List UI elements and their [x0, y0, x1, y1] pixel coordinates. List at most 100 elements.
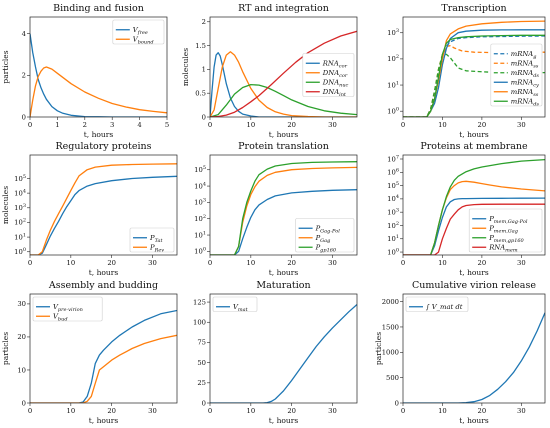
x-tick-label: 0 [208, 407, 212, 415]
legend-label: mRNAds [511, 69, 540, 79]
y-tick-label: 1 [202, 66, 206, 74]
y-tick-label: 2000 [382, 298, 399, 306]
y-axis-label: particles [1, 50, 10, 83]
x-tick-label: 20 [287, 259, 296, 267]
legend-label: mRNAg [511, 50, 537, 60]
chart-title: Binding and fusion [53, 3, 144, 14]
series-line-1 [30, 175, 177, 255]
x-tick-label: 4 [137, 121, 141, 129]
legend-label: mRNAcy [511, 79, 539, 89]
series-line-1 [30, 309, 177, 403]
y-tick-label: 102 [194, 214, 206, 223]
x-tick-label: 0 [208, 121, 212, 129]
x-tick-label: 30 [148, 259, 157, 267]
y-axis-label: particles [374, 332, 383, 365]
series-line-1 [210, 189, 357, 255]
y-axis-label: molecules [181, 48, 190, 86]
plot-frame [402, 293, 546, 404]
chart-panel-4: Regulatory proteins 0 10 20 30 100 101 102 103 10… [1, 141, 178, 277]
legend-label: ∫ V_mat dt [426, 303, 463, 311]
plot-frame [402, 154, 546, 256]
legend-label: RNAcor [322, 60, 348, 70]
y-tick-label: 100 [14, 247, 26, 256]
series-line-2 [30, 334, 177, 403]
y-tick-label: 20 [17, 333, 26, 341]
legend-label: DNAnuc [322, 79, 349, 89]
y-tick-label: 100 [194, 247, 206, 256]
plot-frame [29, 154, 178, 256]
y-tick-label: 100 [387, 106, 399, 115]
legend-label: RNAmem [488, 244, 518, 254]
chart-panel-7: Assembly and budding 0 10 20 30 0 10 20 30 t, hou… [1, 280, 178, 425]
legend-label: PRev [149, 244, 164, 254]
chart-title: Maturation [256, 280, 310, 291]
chart-panel-3: Transcription 0 10 20 30 100 101 102 103 t, hours… [387, 3, 546, 139]
chart-panel-9: Cumulative virion release 0 10 20 30 0 500 1000… [374, 280, 546, 425]
legend-label: Pmem,gp160 [488, 234, 524, 244]
series-line-1 [403, 197, 545, 255]
x-axis-label: t, hours [269, 416, 299, 425]
plot-frame [402, 16, 546, 118]
legend: Vmat [212, 296, 258, 313]
y-tick-label: 0.5 [195, 89, 206, 97]
plot-frame [209, 293, 358, 404]
y-axis-label: particles [1, 332, 10, 365]
x-axis-label: t, hours [269, 130, 299, 139]
x-tick-label: 20 [478, 259, 487, 267]
y-tick-label: 500 [386, 374, 399, 382]
y-tick-label: 102 [14, 218, 26, 227]
x-tick-label: 1 [55, 121, 59, 129]
legend-label: PTat [149, 234, 164, 244]
chart-panel-8: Maturation 0 10 20 30 0 25 50 75 100 125 t, hours Vm… [193, 280, 358, 425]
x-tick-label: 10 [438, 121, 447, 129]
y-tick-label: 101 [14, 232, 26, 241]
x-tick-label: 2 [83, 121, 87, 129]
legend-label: Pgp160 [315, 244, 337, 254]
x-axis-label: t, hours [89, 268, 119, 277]
chart-title: Regulatory proteins [56, 141, 152, 152]
series-line-6 [403, 34, 545, 117]
x-tick-label: 10 [247, 407, 256, 415]
x-tick-label: 20 [287, 407, 296, 415]
x-tick-label: 10 [438, 407, 447, 415]
series-line-2 [30, 66, 167, 117]
y-tick-label: 105 [387, 181, 399, 190]
y-tick-label: 101 [387, 80, 399, 89]
legend-label: Vmat [233, 303, 249, 313]
x-tick-label: 30 [328, 407, 337, 415]
x-axis-label: t, hours [459, 416, 489, 425]
x-tick-label: 0 [28, 407, 32, 415]
chart-title: Protein translation [238, 141, 329, 152]
series-line-3 [403, 158, 545, 255]
x-tick-label: 30 [517, 121, 526, 129]
x-tick-label: 0 [28, 121, 32, 129]
series-line-1 [210, 304, 357, 403]
chart-title: Proteins at membrane [420, 141, 528, 152]
plot-frame [29, 293, 178, 404]
y-tick-label: 103 [14, 203, 26, 212]
chart-panel-5: Protein translation 0 10 20 30 100 101 102 103 10… [194, 141, 358, 277]
y-tick-label: 4 [22, 30, 26, 38]
series-line-3 [210, 161, 357, 255]
x-axis-label: t, hours [459, 130, 489, 139]
chart-title: Cumulative virion release [412, 280, 536, 291]
legend-label: Vbound [133, 36, 154, 46]
x-tick-label: 0 [208, 259, 212, 267]
x-tick-label: 20 [107, 259, 116, 267]
y-axis-label: molecules [1, 186, 10, 224]
x-tick-label: 20 [478, 407, 487, 415]
x-tick-label: 0 [401, 121, 405, 129]
y-tick-label: 101 [387, 234, 399, 243]
y-tick-label: 50 [197, 359, 206, 367]
y-tick-label: 103 [194, 198, 206, 207]
y-tick-label: 0 [22, 113, 26, 121]
y-tick-label: 106 [387, 168, 399, 177]
plot-frame [209, 16, 358, 118]
chart-title: Assembly and budding [48, 280, 158, 291]
legend: ∫ V_mat dt [405, 296, 469, 312]
y-tick-label: 103 [387, 28, 399, 37]
